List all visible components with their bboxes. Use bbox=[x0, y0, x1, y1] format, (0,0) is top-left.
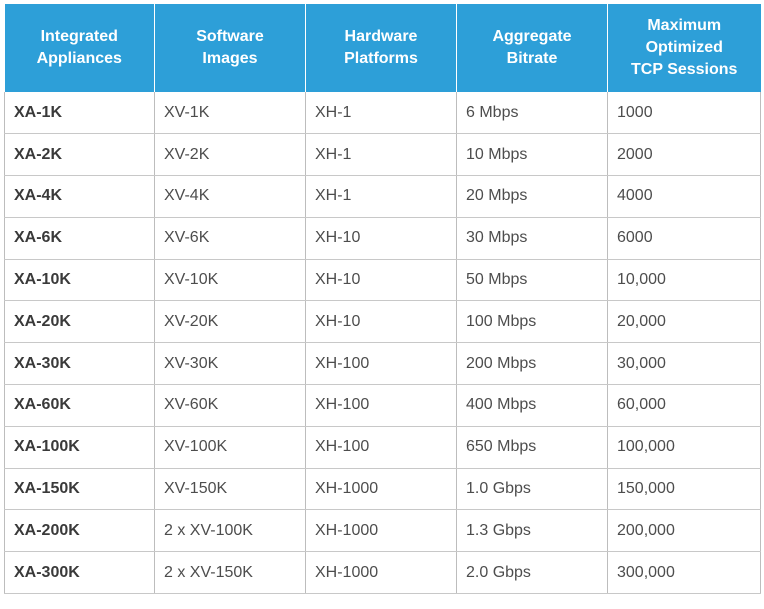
table-body: XA-1K XV-1K XH-1 6 Mbps 1000 XA-2K XV-2K XH-1 10… bbox=[4, 92, 761, 595]
software-image-cell: XV-20K bbox=[154, 300, 306, 344]
bitrate-cell: 2.0 Gbps bbox=[456, 551, 608, 595]
header-line: Aggregate bbox=[492, 28, 572, 45]
header-line: TCP Sessions bbox=[631, 61, 738, 78]
hardware-platform-cell: XH-1000 bbox=[305, 509, 457, 553]
table-row: XA-4K XV-4K XH-1 20 Mbps 4000 bbox=[4, 175, 761, 218]
hardware-platform-cell: XH-1 bbox=[305, 92, 457, 135]
header-integrated-appliances: Integrated Appliances bbox=[4, 4, 155, 92]
appliance-cell: XA-6K bbox=[4, 217, 155, 260]
appliance-cell: XA-150K bbox=[4, 468, 155, 511]
appliance-cell: XA-60K bbox=[4, 384, 155, 427]
header-line: Optimized bbox=[645, 39, 723, 56]
appliance-cell: XA-200K bbox=[4, 509, 155, 553]
bitrate-cell: 10 Mbps bbox=[456, 133, 608, 177]
appliance-cell: XA-10K bbox=[4, 259, 155, 302]
appliance-cell: XA-2K bbox=[4, 133, 155, 177]
hardware-platform-cell: XH-100 bbox=[305, 426, 457, 469]
tcp-sessions-cell: 200,000 bbox=[607, 509, 761, 553]
appliance-cell: XA-300K bbox=[4, 551, 155, 595]
bitrate-cell: 200 Mbps bbox=[456, 342, 608, 386]
appliance-cell: XA-20K bbox=[4, 300, 155, 344]
table-row: XA-6K XV-6K XH-10 30 Mbps 6000 bbox=[4, 217, 761, 260]
tcp-sessions-cell: 2000 bbox=[607, 133, 761, 177]
hardware-platform-cell: XH-1000 bbox=[305, 551, 457, 595]
software-image-cell: XV-100K bbox=[154, 426, 306, 469]
header-line: Bitrate bbox=[506, 50, 558, 67]
header-aggregate-bitrate: Aggregate Bitrate bbox=[456, 4, 608, 92]
bitrate-cell: 1.3 Gbps bbox=[456, 509, 608, 553]
table-row: XA-20K XV-20K XH-10 100 Mbps 20,000 bbox=[4, 300, 761, 344]
header-line: Platforms bbox=[344, 50, 418, 67]
hardware-platform-cell: XH-100 bbox=[305, 342, 457, 386]
software-image-cell: XV-1K bbox=[154, 92, 306, 135]
header-row: Integrated Appliances Software Images Ha… bbox=[4, 4, 761, 92]
tcp-sessions-cell: 300,000 bbox=[607, 551, 761, 595]
hardware-platform-cell: XH-10 bbox=[305, 217, 457, 260]
hardware-platform-cell: XH-1000 bbox=[305, 468, 457, 511]
tcp-sessions-cell: 6000 bbox=[607, 217, 761, 260]
software-image-cell: XV-4K bbox=[154, 175, 306, 218]
header-line: Images bbox=[202, 50, 258, 67]
software-image-cell: XV-150K bbox=[154, 468, 306, 511]
tcp-sessions-cell: 10,000 bbox=[607, 259, 761, 302]
tcp-sessions-cell: 60,000 bbox=[607, 384, 761, 427]
header-line: Appliances bbox=[36, 50, 122, 67]
tcp-sessions-cell: 1000 bbox=[607, 92, 761, 135]
hardware-platform-cell: XH-10 bbox=[305, 259, 457, 302]
software-image-cell: 2 x XV-150K bbox=[154, 551, 306, 595]
tcp-sessions-cell: 30,000 bbox=[607, 342, 761, 386]
tcp-sessions-cell: 150,000 bbox=[607, 468, 761, 511]
tcp-sessions-cell: 20,000 bbox=[607, 300, 761, 344]
bitrate-cell: 30 Mbps bbox=[456, 217, 608, 260]
bitrate-cell: 6 Mbps bbox=[456, 92, 608, 135]
table-row: XA-200K 2 x XV-100K XH-1000 1.3 Gbps 200,000 bbox=[4, 509, 761, 553]
hardware-platform-cell: XH-100 bbox=[305, 384, 457, 427]
appliance-cell: XA-4K bbox=[4, 175, 155, 218]
software-image-cell: XV-2K bbox=[154, 133, 306, 177]
header-hardware-platforms: Hardware Platforms bbox=[305, 4, 457, 92]
hardware-platform-cell: XH-1 bbox=[305, 175, 457, 218]
bitrate-cell: 100 Mbps bbox=[456, 300, 608, 344]
appliance-cell: XA-1K bbox=[4, 92, 155, 135]
table-row: XA-300K 2 x XV-150K XH-1000 2.0 Gbps 300,000 bbox=[4, 551, 761, 595]
hardware-platform-cell: XH-10 bbox=[305, 300, 457, 344]
software-image-cell: XV-6K bbox=[154, 217, 306, 260]
table-row: XA-2K XV-2K XH-1 10 Mbps 2000 bbox=[4, 133, 761, 177]
bitrate-cell: 400 Mbps bbox=[456, 384, 608, 427]
header-line: Integrated bbox=[40, 28, 118, 45]
table-row: XA-10K XV-10K XH-10 50 Mbps 10,000 bbox=[4, 259, 761, 302]
header-max-tcp-sessions: Maximum Optimized TCP Sessions bbox=[607, 4, 761, 92]
hardware-platform-cell: XH-1 bbox=[305, 133, 457, 177]
appliance-spec-table: Integrated Appliances Software Images Ha… bbox=[4, 4, 761, 595]
bitrate-cell: 1.0 Gbps bbox=[456, 468, 608, 511]
table-row: XA-60K XV-60K XH-100 400 Mbps 60,000 bbox=[4, 384, 761, 427]
bitrate-cell: 650 Mbps bbox=[456, 426, 608, 469]
software-image-cell: 2 x XV-100K bbox=[154, 509, 306, 553]
table-row: XA-30K XV-30K XH-100 200 Mbps 30,000 bbox=[4, 342, 761, 386]
bitrate-cell: 50 Mbps bbox=[456, 259, 608, 302]
header-line: Software bbox=[196, 28, 264, 45]
appliance-cell: XA-30K bbox=[4, 342, 155, 386]
table-row: XA-150K XV-150K XH-1000 1.0 Gbps 150,000 bbox=[4, 468, 761, 511]
header-line: Maximum bbox=[647, 17, 722, 34]
tcp-sessions-cell: 100,000 bbox=[607, 426, 761, 469]
header-software-images: Software Images bbox=[154, 4, 306, 92]
tcp-sessions-cell: 4000 bbox=[607, 175, 761, 218]
software-image-cell: XV-30K bbox=[154, 342, 306, 386]
table-row: XA-1K XV-1K XH-1 6 Mbps 1000 bbox=[4, 92, 761, 135]
appliance-cell: XA-100K bbox=[4, 426, 155, 469]
table-row: XA-100K XV-100K XH-100 650 Mbps 100,000 bbox=[4, 426, 761, 469]
bitrate-cell: 20 Mbps bbox=[456, 175, 608, 218]
software-image-cell: XV-60K bbox=[154, 384, 306, 427]
table-header: Integrated Appliances Software Images Ha… bbox=[4, 4, 761, 92]
header-line: Hardware bbox=[344, 28, 418, 45]
software-image-cell: XV-10K bbox=[154, 259, 306, 302]
